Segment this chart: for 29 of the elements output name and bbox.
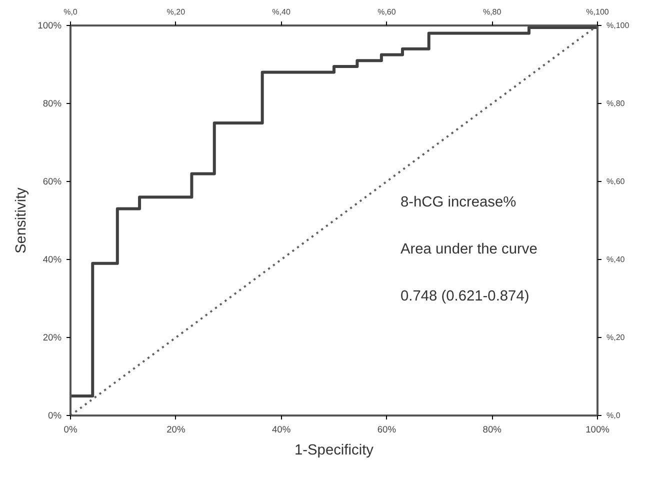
y-tick-label: 0%	[48, 410, 62, 420]
y-tick-label: 100%	[38, 20, 62, 30]
y-tick-label: 20%	[42, 332, 62, 342]
x-tick-label: 80%	[482, 424, 502, 434]
y2-tick-label: %,60	[606, 177, 626, 186]
y-tick-label: 60%	[42, 176, 62, 186]
x-tick-label: 0%	[64, 424, 78, 434]
y2-tick-label: %,20	[606, 333, 626, 342]
x2-tick-label: %,60	[378, 8, 396, 16]
y2-tick-label: %,0	[606, 411, 621, 420]
y-axis-title: Sensitivity	[14, 186, 30, 254]
y-tick-label: 80%	[42, 98, 62, 108]
x2-tick-label: %,40	[272, 8, 291, 16]
annotation: 0.748 (0.621-0.874)	[400, 288, 530, 304]
x2-tick-label: %,100	[586, 8, 610, 16]
annotation: Area under the curve	[400, 242, 538, 258]
x2-tick-label: %,20	[166, 8, 186, 16]
y2-tick-label: %,80	[606, 99, 626, 108]
x-tick-label: 100%	[586, 424, 610, 434]
y2-tick-label: %,40	[606, 255, 626, 264]
y-tick-label: 40%	[42, 254, 62, 264]
x2-tick-label: %,0	[64, 8, 78, 16]
x-tick-label: 40%	[272, 424, 291, 434]
x2-tick-label: %,80	[482, 8, 502, 16]
annotation: 8-hCG increase%	[400, 194, 516, 210]
x-axis-title: 1-Specificity	[294, 442, 374, 458]
x-tick-label: 60%	[377, 424, 396, 434]
x-tick-label: 20%	[166, 424, 186, 434]
y2-tick-label: %,100	[606, 21, 630, 30]
